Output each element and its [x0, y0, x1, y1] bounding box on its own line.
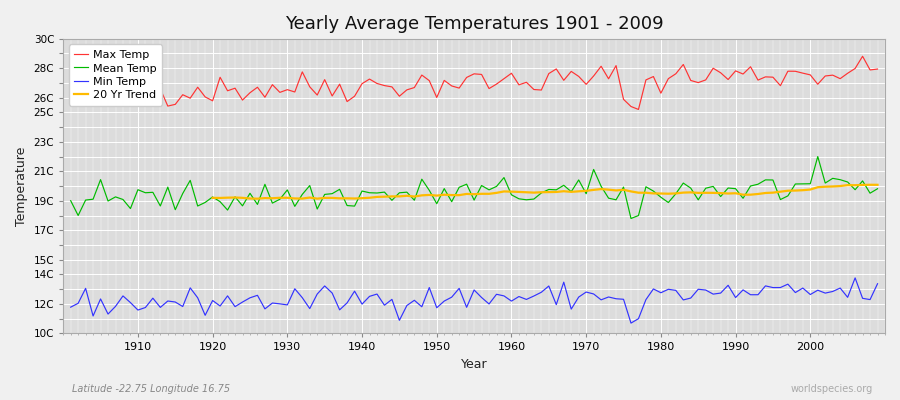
- Max Temp: [125, 93, 136, 98]
- Min Temp: [596, 298, 607, 302]
- 20 Yr Trend: [850, 183, 860, 188]
- Max Temp: [499, 76, 509, 81]
- Line: Mean Temp: Mean Temp: [71, 156, 878, 218]
- Mean Temp: [506, 192, 517, 197]
- Mean Temp: [626, 216, 636, 221]
- Max Temp: [633, 107, 643, 112]
- Max Temp: [66, 87, 77, 92]
- Line: 20 Yr Trend: 20 Yr Trend: [212, 185, 878, 199]
- 20 Yr Trend: [252, 196, 263, 201]
- Max Temp: [596, 64, 607, 69]
- Min Temp: [626, 321, 636, 326]
- Legend: Max Temp, Mean Temp, Min Temp, 20 Yr Trend: Max Temp, Mean Temp, Min Temp, 20 Yr Tre…: [68, 44, 162, 106]
- Min Temp: [506, 299, 517, 304]
- 20 Yr Trend: [865, 182, 876, 187]
- Mean Temp: [596, 184, 607, 189]
- Max Temp: [334, 82, 345, 86]
- Mean Temp: [290, 204, 301, 209]
- Min Temp: [850, 276, 860, 280]
- 20 Yr Trend: [872, 182, 883, 187]
- Min Temp: [499, 294, 509, 298]
- Y-axis label: Temperature: Temperature: [15, 146, 28, 226]
- Min Temp: [125, 300, 136, 305]
- Mean Temp: [813, 154, 824, 159]
- Line: Max Temp: Max Temp: [71, 56, 878, 110]
- 20 Yr Trend: [304, 195, 315, 200]
- Text: worldspecies.org: worldspecies.org: [791, 384, 873, 394]
- Min Temp: [290, 286, 301, 291]
- Text: Latitude -22.75 Longitude 16.75: Latitude -22.75 Longitude 16.75: [72, 384, 230, 394]
- Mean Temp: [125, 206, 136, 211]
- 20 Yr Trend: [207, 196, 218, 200]
- Mean Temp: [872, 186, 883, 191]
- 20 Yr Trend: [768, 190, 778, 195]
- X-axis label: Year: Year: [461, 358, 488, 371]
- 20 Yr Trend: [782, 188, 793, 193]
- Mean Temp: [334, 187, 345, 192]
- Mean Temp: [499, 175, 509, 180]
- Min Temp: [66, 305, 77, 310]
- Mean Temp: [66, 198, 77, 203]
- 20 Yr Trend: [678, 190, 688, 195]
- Max Temp: [506, 71, 517, 76]
- Max Temp: [872, 67, 883, 72]
- Min Temp: [872, 281, 883, 286]
- Max Temp: [857, 54, 868, 59]
- Line: Min Temp: Min Temp: [71, 278, 878, 323]
- Title: Yearly Average Temperatures 1901 - 2009: Yearly Average Temperatures 1901 - 2009: [284, 15, 663, 33]
- 20 Yr Trend: [417, 193, 428, 198]
- Max Temp: [290, 90, 301, 94]
- Min Temp: [334, 308, 345, 312]
